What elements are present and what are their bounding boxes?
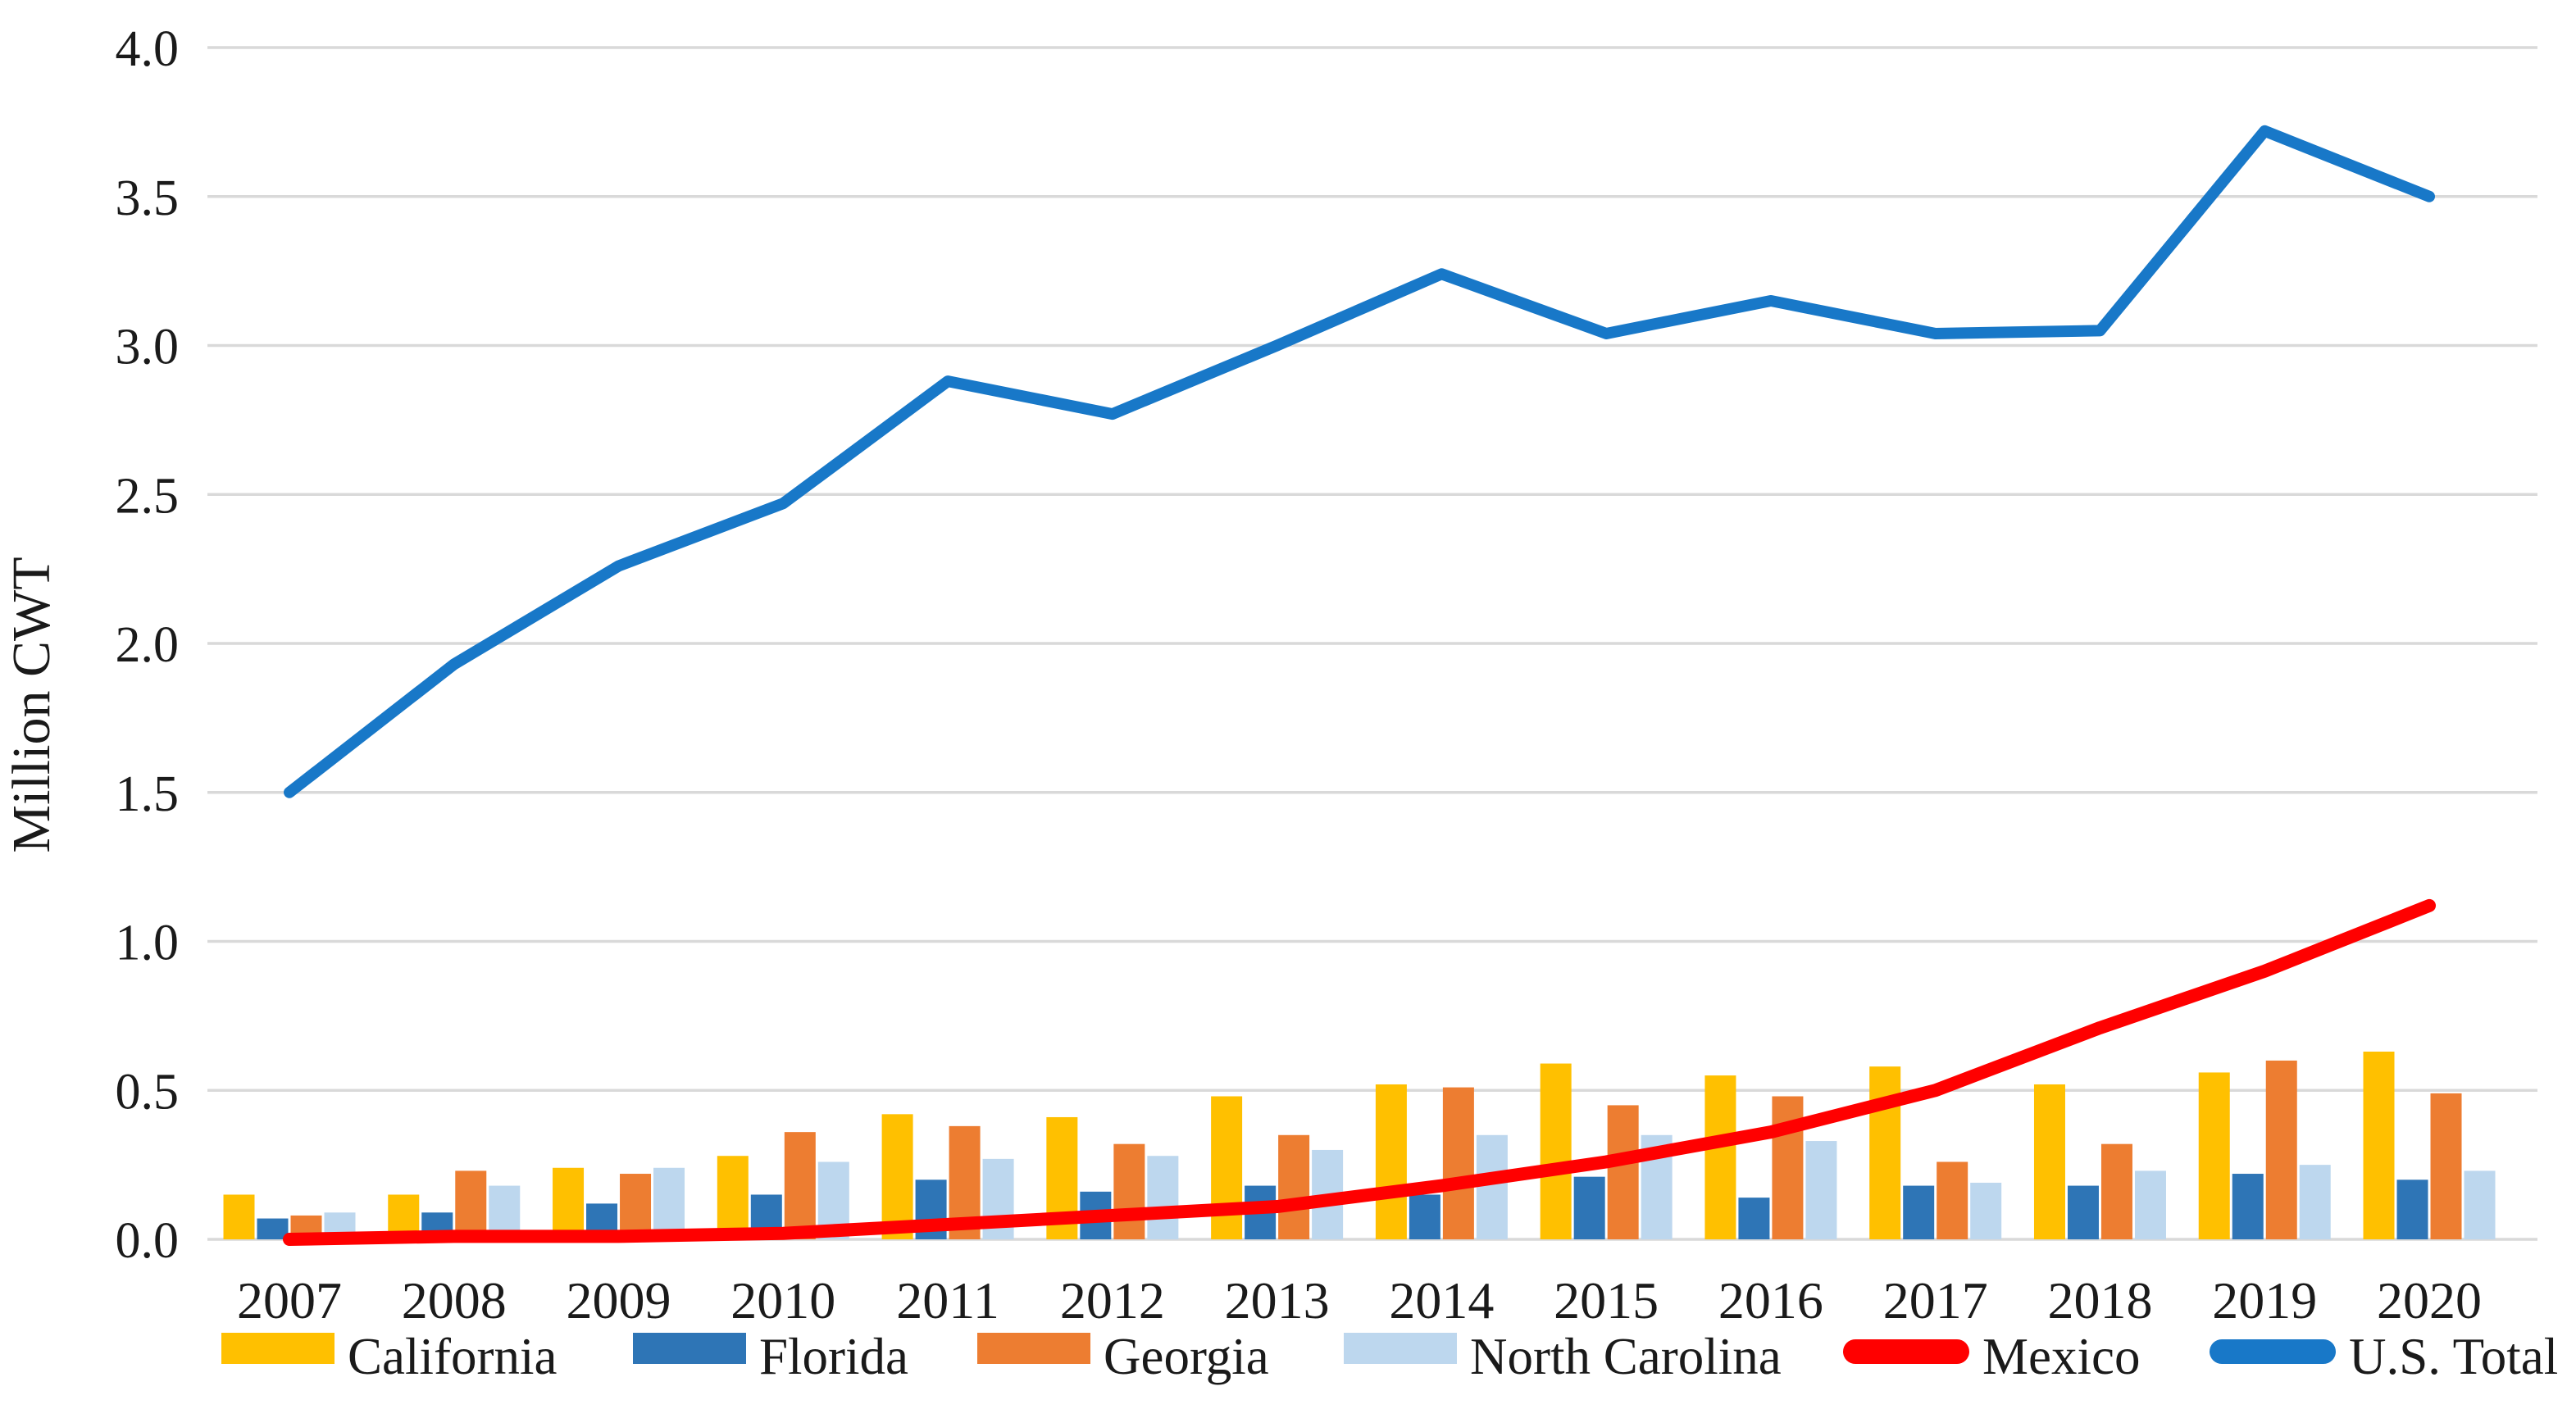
x-tick-label: 2012 — [1060, 1271, 1165, 1329]
bar — [2299, 1165, 2331, 1239]
y-tick-label: 0.0 — [116, 1213, 180, 1269]
bar — [1937, 1161, 1968, 1239]
bar — [1970, 1182, 2002, 1239]
bar — [1211, 1096, 1243, 1239]
y-tick-label: 2.0 — [116, 617, 180, 673]
bar — [2464, 1170, 2496, 1239]
bar-series-florida — [257, 1174, 2428, 1239]
legend-label: North Carolina — [1470, 1328, 1782, 1385]
bar — [455, 1170, 487, 1239]
bar-series-georgia — [290, 1060, 2462, 1239]
bar — [1278, 1134, 1310, 1239]
legend-swatch — [221, 1333, 335, 1364]
line-u-s-total — [284, 125, 2436, 798]
legend-line-swatch — [2210, 1339, 2336, 1364]
legend-item-california: California — [221, 1328, 557, 1385]
legend-label: Mexico — [1982, 1328, 2140, 1385]
bar — [257, 1218, 289, 1239]
x-tick-label: 2010 — [730, 1271, 835, 1329]
x-tick-label: 2009 — [567, 1271, 671, 1329]
y-tick-label: 3.0 — [116, 320, 180, 375]
bar — [2134, 1170, 2166, 1239]
bar — [1772, 1096, 1804, 1239]
bar — [1409, 1194, 1440, 1239]
bar — [1375, 1084, 1407, 1239]
bar — [717, 1156, 749, 1239]
x-tick-label: 2017 — [1883, 1271, 1988, 1329]
line-mexico — [283, 898, 2437, 1246]
bar — [784, 1132, 816, 1239]
bar — [1540, 1063, 1572, 1239]
y-tick-label: 2.5 — [116, 468, 180, 524]
bar — [553, 1167, 585, 1239]
y-tick-label: 1.5 — [116, 766, 180, 822]
bar — [1738, 1198, 1770, 1239]
legend-swatch — [977, 1333, 1090, 1364]
legend-label: U.S. Total — [2349, 1328, 2558, 1385]
x-tick-label: 2015 — [1554, 1271, 1659, 1329]
legend-item-georgia: Georgia — [977, 1328, 1269, 1385]
x-axis-labels: 2007 2008 2009 2010 2011 2012 2013 2014 2015 2016… — [237, 1271, 2482, 1329]
bar — [653, 1167, 685, 1239]
legend-swatch — [1344, 1333, 1457, 1364]
y-axis-labels: 0.0 0.5 1.0 1.5 2.0 2.5 3.0 3.5 4.0 — [116, 21, 180, 1269]
x-tick-label: 2014 — [1389, 1271, 1494, 1329]
legend-item-u-s-total: U.S. Total — [2210, 1328, 2558, 1385]
bar — [1704, 1075, 1736, 1239]
bar — [2067, 1185, 2099, 1239]
x-tick-label: 2007 — [237, 1271, 342, 1329]
legend-label: California — [348, 1328, 557, 1385]
bar — [1442, 1087, 1474, 1239]
legend-item-mexico: Mexico — [1843, 1328, 2140, 1385]
x-tick-label: 2011 — [896, 1271, 999, 1329]
bar — [1476, 1134, 1508, 1239]
bar — [2232, 1174, 2264, 1239]
line-series — [283, 125, 2437, 1246]
x-tick-label: 2019 — [2212, 1271, 2317, 1329]
legend-item-florida: Florida — [633, 1328, 908, 1385]
bar — [2100, 1143, 2132, 1239]
bar — [2430, 1093, 2462, 1239]
bar — [2198, 1072, 2230, 1239]
x-tick-label: 2016 — [1718, 1271, 1823, 1329]
bar — [2363, 1051, 2395, 1239]
x-tick-label: 2013 — [1225, 1271, 1330, 1329]
y-tick-label: 3.5 — [116, 170, 180, 226]
y-tick-label: 1.0 — [116, 916, 180, 971]
y-axis-title: Million CWT — [2, 557, 61, 852]
bar — [2033, 1084, 2065, 1239]
legend: California Florida Georgia North Carolina Me… — [221, 1328, 2558, 1385]
bar — [1903, 1185, 1935, 1239]
bar — [881, 1114, 913, 1239]
bar — [1573, 1176, 1605, 1239]
bar — [2265, 1060, 2297, 1239]
bar — [1869, 1066, 1901, 1239]
legend-swatch — [633, 1333, 746, 1364]
legend-line-swatch — [1843, 1339, 1969, 1364]
y-tick-label: 4.0 — [116, 21, 180, 77]
x-tick-label: 2020 — [2377, 1271, 2482, 1329]
legend-label: Georgia — [1104, 1328, 1269, 1385]
bar — [223, 1194, 255, 1239]
bar — [1147, 1156, 1179, 1239]
gridlines — [207, 46, 2537, 1241]
bar-groups — [223, 1051, 2496, 1239]
legend-item-north-carolina: North Carolina — [1344, 1328, 1782, 1385]
bar — [1113, 1143, 1145, 1239]
bar — [1805, 1141, 1837, 1239]
bar-series-california — [223, 1051, 2395, 1239]
y-tick-label: 0.5 — [116, 1064, 180, 1120]
bar — [1607, 1105, 1639, 1239]
bar — [620, 1174, 652, 1239]
x-tick-label: 2008 — [402, 1271, 507, 1329]
bar — [2396, 1179, 2428, 1239]
legend-label: Florida — [759, 1328, 908, 1385]
x-tick-label: 2018 — [2047, 1271, 2152, 1329]
